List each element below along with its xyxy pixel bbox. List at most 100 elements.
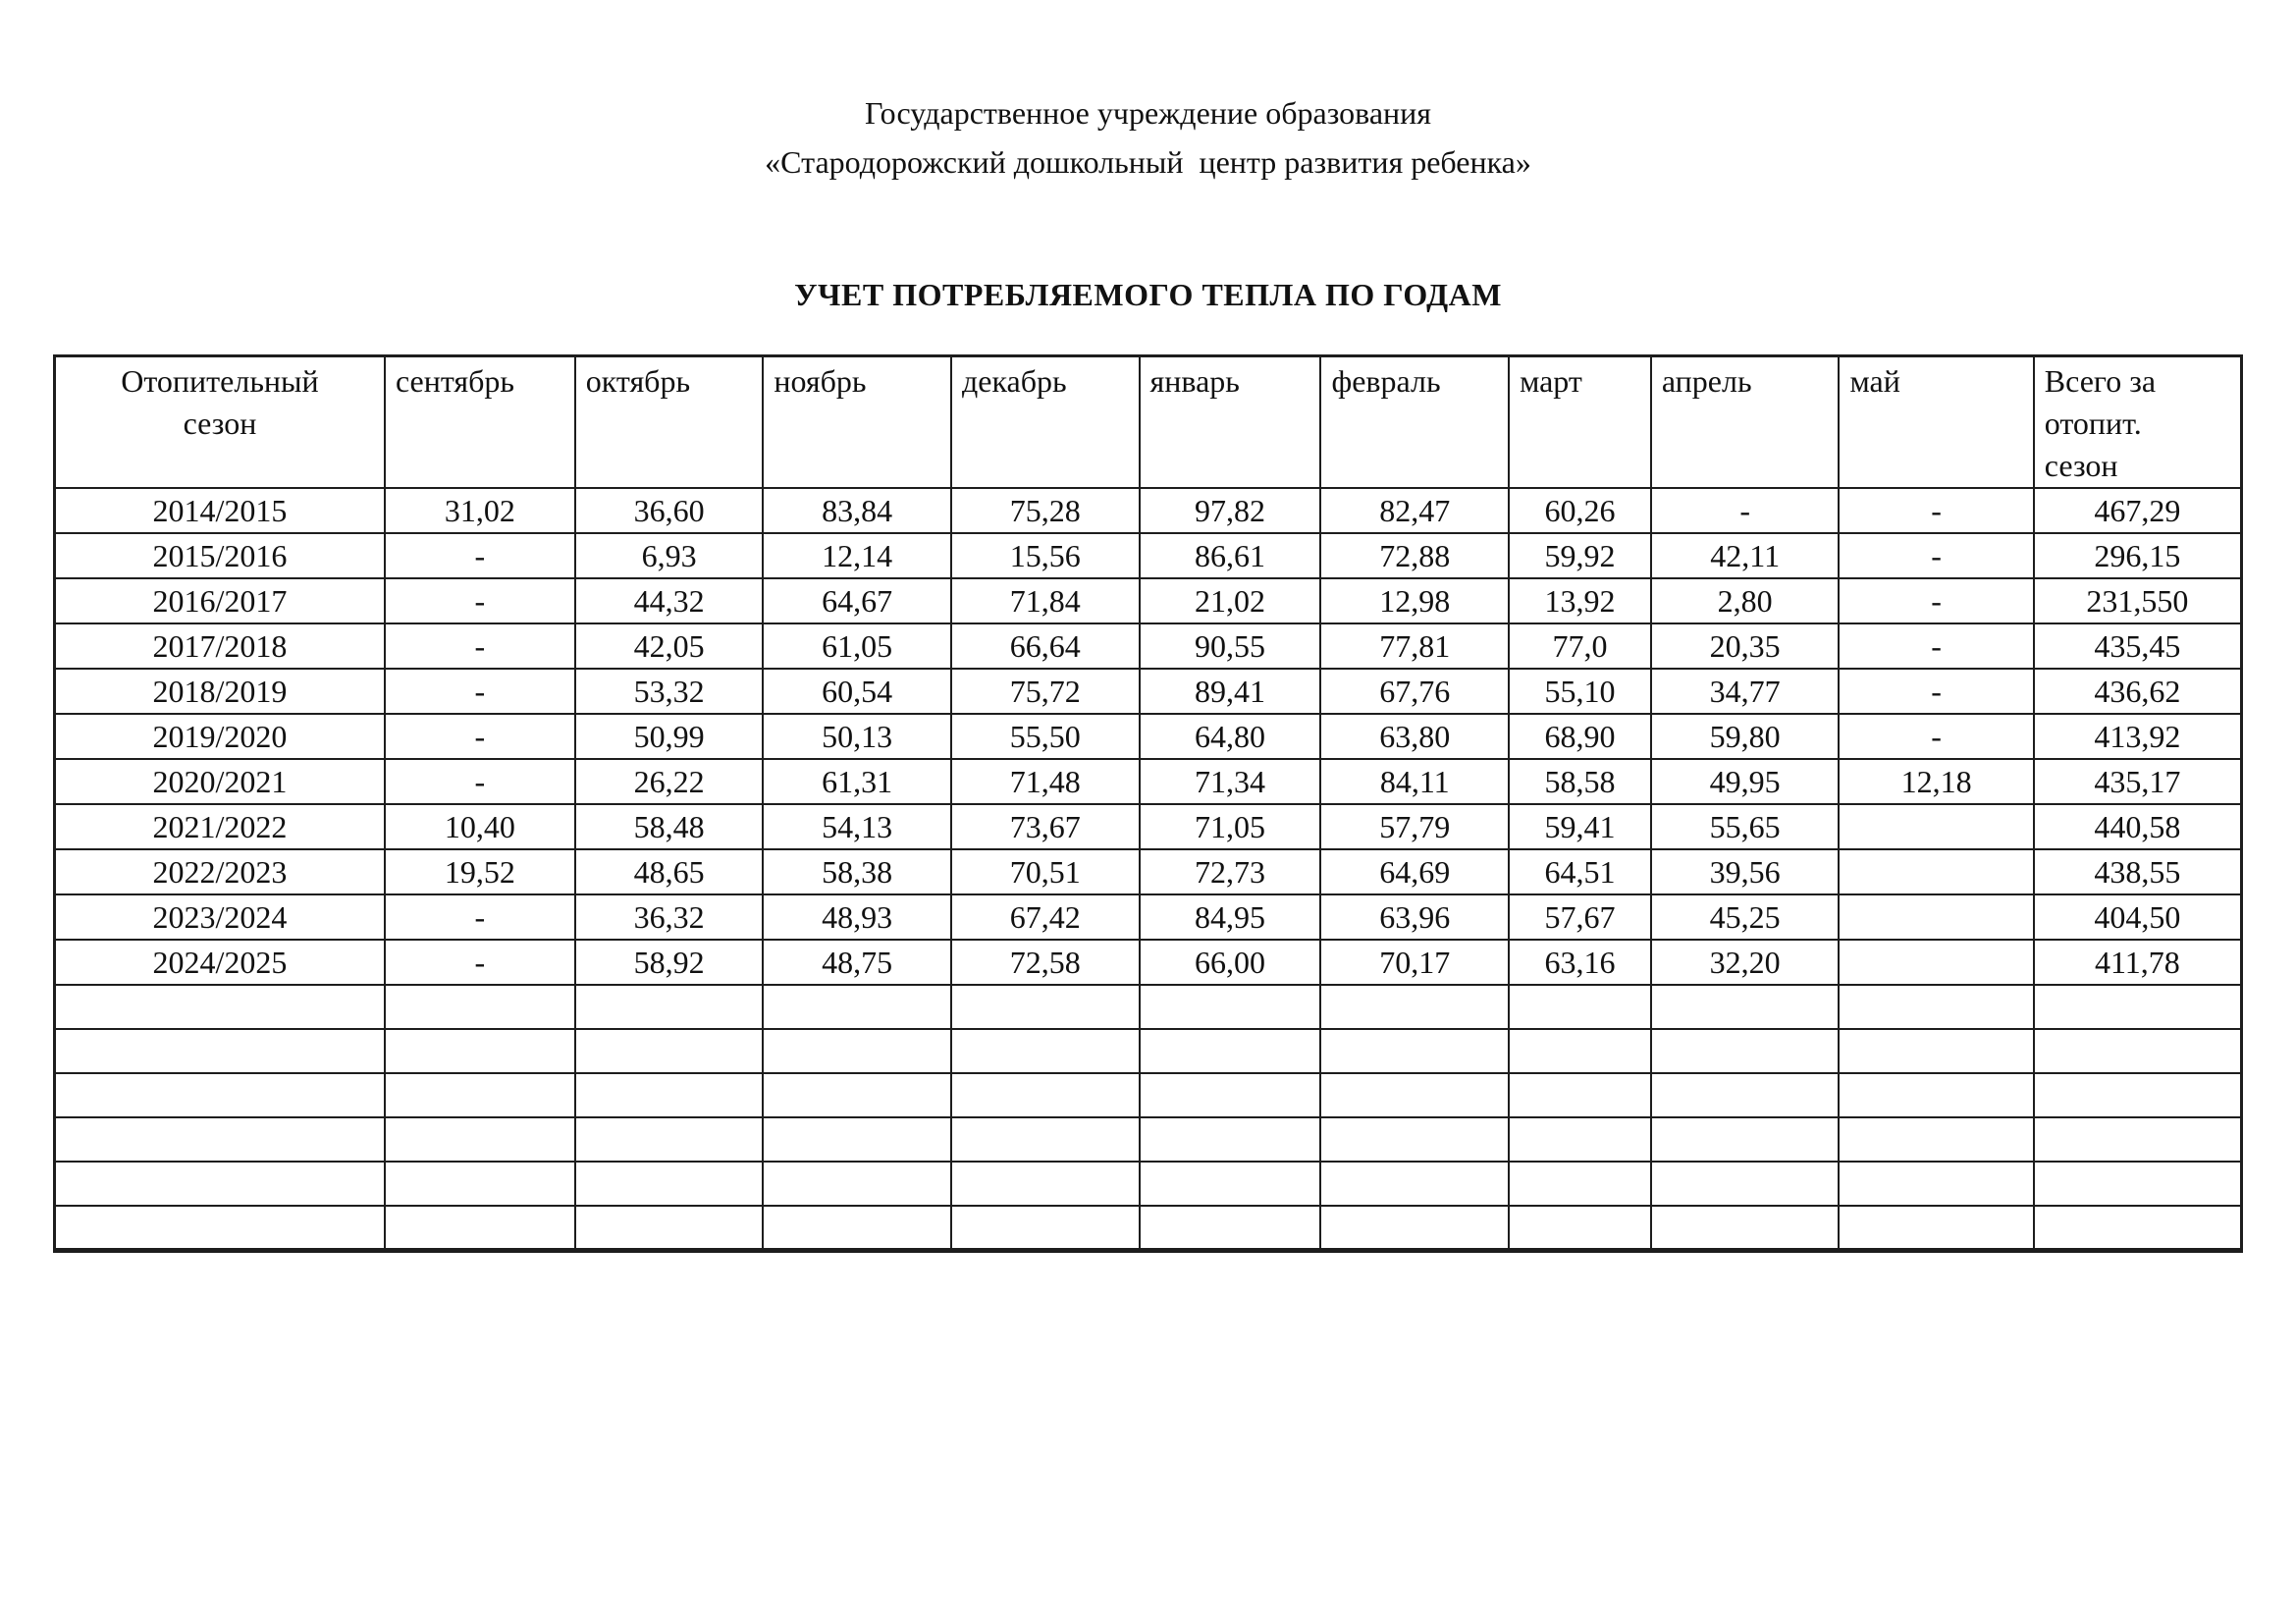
value-cell: 64,67 xyxy=(762,577,952,624)
value-cell: 63,80 xyxy=(1319,713,1511,760)
value-cell: 70,51 xyxy=(949,848,1141,895)
document-title: УЧЕТ ПОТРЕБЛЯЕМОГО ТЕПЛА ПО ГОДАМ xyxy=(794,277,1502,312)
value-cell: 440,58 xyxy=(2032,803,2243,850)
empty-cell xyxy=(383,1161,576,1207)
value-cell: 89,41 xyxy=(1138,668,1322,715)
value-cell: 58,92 xyxy=(573,939,765,986)
value-cell: 48,93 xyxy=(762,893,952,941)
empty-cell xyxy=(573,984,765,1030)
empty-cell xyxy=(383,1072,576,1118)
empty-cell xyxy=(1508,1205,1652,1253)
table-row: 2023/2024-36,32 48,93 67,42 84,95 63,96 57,67… xyxy=(53,893,2243,941)
value-cell: 84,11 xyxy=(1319,758,1511,805)
value-cell: 71,84 xyxy=(949,577,1141,624)
empty-cell xyxy=(949,1116,1141,1163)
value-cell: 82,47 xyxy=(1319,487,1511,534)
value-cell: 413,92 xyxy=(2032,713,2243,760)
empty-cell xyxy=(573,1205,765,1253)
empty-cell xyxy=(1649,1116,1841,1163)
value-cell xyxy=(1838,803,2035,850)
empty-cell xyxy=(53,1072,386,1118)
table-row: 2022/2023 19,52 48,65 58,38 70,51 72,73 64,69 6… xyxy=(53,848,2243,895)
value-cell: 44,32 xyxy=(573,577,765,624)
value-cell: 55,10 xyxy=(1508,668,1652,715)
value-cell: 19,52 xyxy=(383,848,576,895)
value-cell: 64,51 xyxy=(1508,848,1652,895)
season-cell: 2018/2019 xyxy=(53,668,386,715)
column-header-3: ноябрь xyxy=(762,354,952,489)
value-cell: 90,55 xyxy=(1138,623,1322,670)
value-cell: - xyxy=(1838,532,2035,579)
empty-row xyxy=(53,1205,2243,1253)
value-cell: 60,54 xyxy=(762,668,952,715)
value-cell: 61,05 xyxy=(762,623,952,670)
value-cell: 58,58 xyxy=(1508,758,1652,805)
value-cell: 435,45 xyxy=(2032,623,2243,670)
value-cell: 64,80 xyxy=(1138,713,1322,760)
column-header-9: май xyxy=(1838,354,2035,489)
column-header-2: октябрь xyxy=(573,354,765,489)
value-cell: 97,82 xyxy=(1138,487,1322,534)
empty-cell xyxy=(1649,1072,1841,1118)
value-cell: 71,34 xyxy=(1138,758,1322,805)
value-cell: 75,72 xyxy=(949,668,1141,715)
table-row: 2015/2016-6,93 12,14 15,56 86,61 72,88 59,92 4… xyxy=(53,532,2243,579)
value-cell: 72,73 xyxy=(1138,848,1322,895)
column-header-5: январь xyxy=(1138,354,1322,489)
value-cell: 48,75 xyxy=(762,939,952,986)
value-cell: 84,95 xyxy=(1138,893,1322,941)
value-cell: 61,31 xyxy=(762,758,952,805)
value-cell: 71,05 xyxy=(1138,803,1322,850)
empty-cell xyxy=(762,984,952,1030)
value-cell: 71,48 xyxy=(949,758,1141,805)
value-cell: 73,67 xyxy=(949,803,1141,850)
value-cell: 6,93 xyxy=(573,532,765,579)
value-cell: - xyxy=(1838,577,2035,624)
value-cell: 411,78 xyxy=(2032,939,2243,986)
empty-cell xyxy=(762,1205,952,1253)
empty-cell xyxy=(1838,984,2035,1030)
empty-cell xyxy=(949,1205,1141,1253)
value-cell xyxy=(1838,939,2035,986)
empty-cell xyxy=(2032,1072,2243,1118)
empty-cell xyxy=(383,1028,576,1074)
empty-row xyxy=(53,1028,2243,1074)
value-cell: - xyxy=(1838,487,2035,534)
empty-cell xyxy=(1838,1205,2035,1253)
value-cell: 42,05 xyxy=(573,623,765,670)
value-cell: 63,96 xyxy=(1319,893,1511,941)
empty-cell xyxy=(1319,1205,1511,1253)
value-cell: 32,20 xyxy=(1649,939,1841,986)
value-cell: 67,42 xyxy=(949,893,1141,941)
table-row: 2018/2019-53,32 60,54 75,72 89,41 67,76 55,10… xyxy=(53,668,2243,715)
value-cell: 72,58 xyxy=(949,939,1141,986)
empty-cell xyxy=(949,1161,1141,1207)
empty-cell xyxy=(1138,984,1322,1030)
season-cell: 2024/2025 xyxy=(53,939,386,986)
empty-cell xyxy=(573,1028,765,1074)
season-cell: 2017/2018 xyxy=(53,623,386,670)
value-cell: - xyxy=(383,623,576,670)
value-cell: 31,02 xyxy=(383,487,576,534)
empty-cell xyxy=(1138,1205,1322,1253)
empty-cell xyxy=(53,1116,386,1163)
empty-cell xyxy=(949,1028,1141,1074)
value-cell: 21,02 xyxy=(1138,577,1322,624)
value-cell: 86,61 xyxy=(1138,532,1322,579)
value-cell: 45,25 xyxy=(1649,893,1841,941)
empty-cell xyxy=(1138,1116,1322,1163)
value-cell: 55,65 xyxy=(1649,803,1841,850)
value-cell: 15,56 xyxy=(949,532,1141,579)
empty-cell xyxy=(383,984,576,1030)
value-cell: 57,79 xyxy=(1319,803,1511,850)
empty-cell xyxy=(2032,1028,2243,1074)
value-cell: 39,56 xyxy=(1649,848,1841,895)
value-cell: 54,13 xyxy=(762,803,952,850)
org-name-line2: «Стародорожский дошкольный центр развити… xyxy=(765,144,1531,180)
column-header-0: Отопительный сезон xyxy=(53,354,386,489)
season-cell: 2015/2016 xyxy=(53,532,386,579)
value-cell: 77,81 xyxy=(1319,623,1511,670)
empty-row xyxy=(53,1072,2243,1118)
value-cell: 296,15 xyxy=(2032,532,2243,579)
empty-row xyxy=(53,1161,2243,1207)
